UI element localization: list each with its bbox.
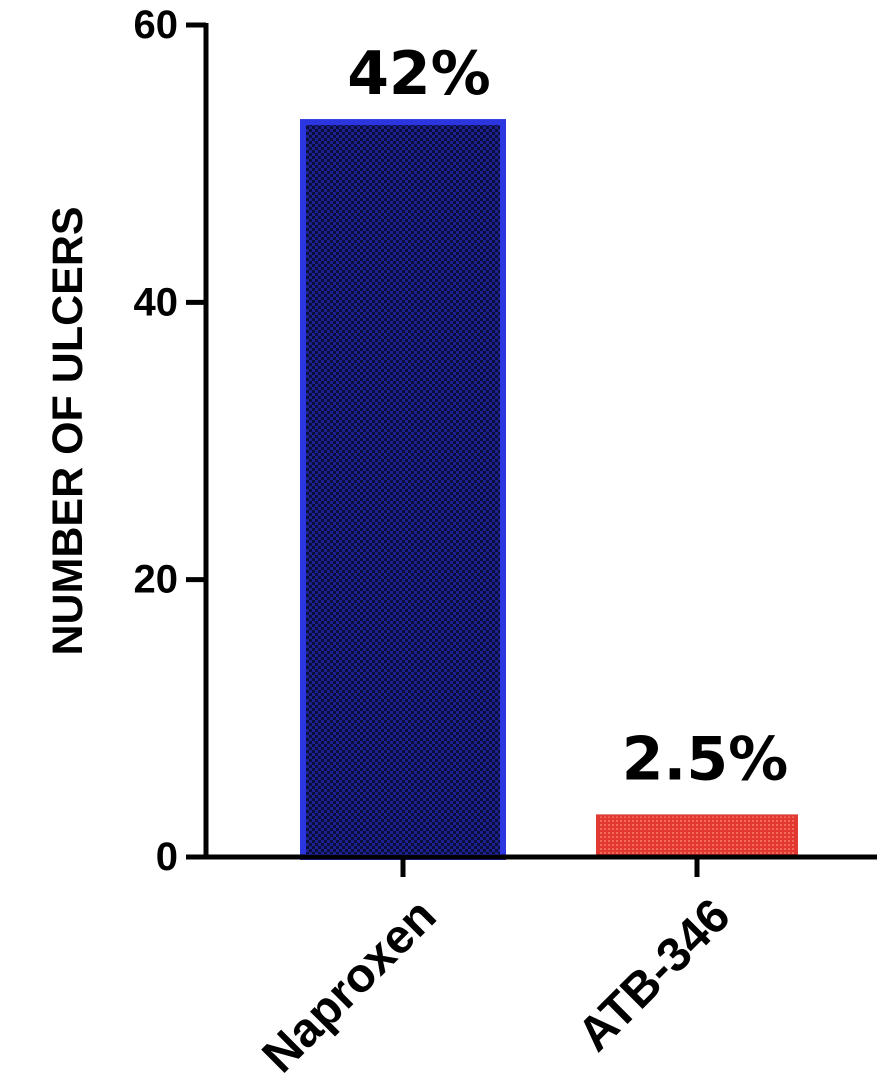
y-tick-label-60: 60 [134,3,179,47]
x-tick-label-naproxen: Naproxen [253,889,447,1074]
y-tick-label-40: 40 [134,280,179,324]
data-label-naproxen: 42% [347,39,491,109]
bar-atb-346 [596,814,798,859]
plot-area: 42% Naproxen 2.5% ATB-346 0 20 40 60 [134,3,877,1074]
bar-naproxen [300,119,506,861]
data-label-atb-346: 2.5% [622,724,788,794]
x-tick-label-atb-346: ATB-346 [568,889,741,1062]
y-tick-label-0: 0 [156,835,178,879]
y-tick-label-20: 20 [134,558,179,602]
y-axis-title: NUMBER OF ULCERS [44,206,92,655]
